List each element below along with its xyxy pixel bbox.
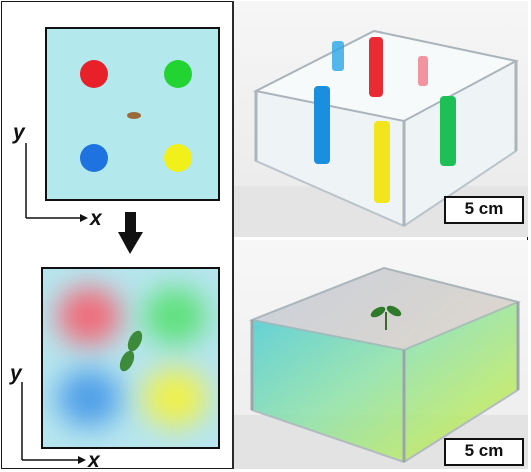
scale-bar-label-bottom: 5 cm <box>444 438 524 466</box>
axes-top <box>21 143 143 464</box>
x-axis-label-top: x <box>90 207 102 230</box>
blue-blob <box>57 369 121 427</box>
hydrogel-box-illustration <box>234 266 528 469</box>
yellow-dot <box>164 144 192 172</box>
blue-dot <box>80 144 108 172</box>
yellow-blob <box>143 369 207 427</box>
schematic-initial <box>45 27 220 201</box>
y-axis-label-bottom: y <box>10 362 22 385</box>
green-dot <box>164 60 192 88</box>
panel-divider-vertical <box>232 1 234 469</box>
down-arrow-icon <box>125 212 136 234</box>
green-blob <box>143 287 207 345</box>
photo-hydrogel-initial <box>234 1 528 237</box>
y-axis-label-top: y <box>13 121 25 144</box>
schematic-diffused <box>41 267 220 449</box>
seed-icon <box>127 112 141 119</box>
red-dot <box>80 60 108 88</box>
photo-hydrogel-diffused <box>234 240 528 469</box>
red-blob <box>57 287 121 345</box>
hydrogel-box-illustration <box>234 29 528 237</box>
scale-bar-label-top: 5 cm <box>444 196 524 224</box>
seedling-icon <box>119 330 143 372</box>
x-axis-label-bottom: x <box>88 449 100 472</box>
